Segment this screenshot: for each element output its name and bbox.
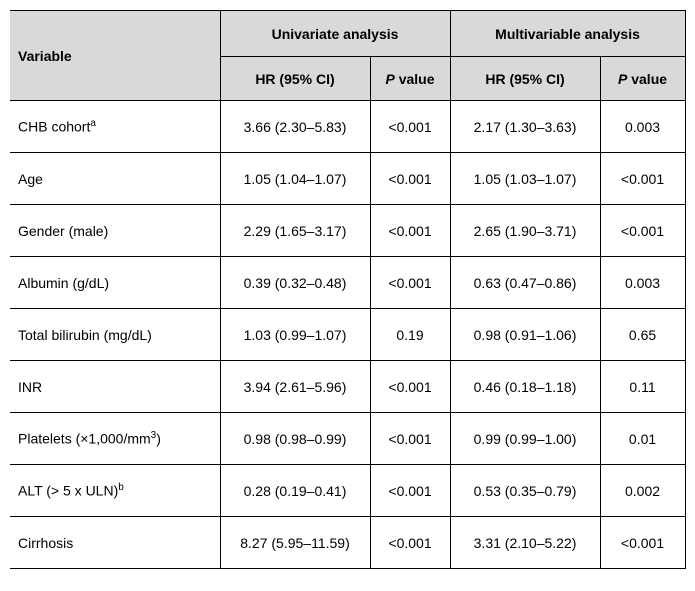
uni-p-cell: <0.001 [370, 465, 450, 517]
table-row: CHB cohorta3.66 (2.30–5.83)<0.0012.17 (1… [10, 101, 685, 153]
uni-hr-cell: 1.05 (1.04–1.07) [220, 153, 370, 205]
table-row: Albumin (g/dL)0.39 (0.32–0.48)<0.0010.63… [10, 257, 685, 309]
multi-p-cell: 0.003 [600, 101, 685, 153]
multi-p-cell: 0.003 [600, 257, 685, 309]
uni-p-cell: <0.001 [370, 413, 450, 465]
uni-hr-cell: 0.28 (0.19–0.41) [220, 465, 370, 517]
table-row: Gender (male)2.29 (1.65–3.17)<0.0012.65 … [10, 205, 685, 257]
variable-cell: Gender (male) [10, 205, 220, 257]
uni-hr-cell: 2.29 (1.65–3.17) [220, 205, 370, 257]
variable-cell: Cirrhosis [10, 517, 220, 569]
uni-hr-cell: 0.39 (0.32–0.48) [220, 257, 370, 309]
uni-p-cell: <0.001 [370, 153, 450, 205]
multi-p-cell: 0.11 [600, 361, 685, 413]
analysis-table: Variable Univariate analysis Multivariab… [10, 10, 686, 569]
multi-hr-cell: 0.98 (0.91–1.06) [450, 309, 600, 361]
table-row: Cirrhosis8.27 (5.95–11.59)<0.0013.31 (2.… [10, 517, 685, 569]
uni-p-cell: <0.001 [370, 517, 450, 569]
table-row: Platelets (×1,000/mm3)0.98 (0.98–0.99)<0… [10, 413, 685, 465]
col-header-uni-p: P value [370, 57, 450, 101]
multi-hr-cell: 0.99 (0.99–1.00) [450, 413, 600, 465]
uni-p-cell: 0.19 [370, 309, 450, 361]
multi-hr-cell: 1.05 (1.03–1.07) [450, 153, 600, 205]
multi-p-cell: 0.65 [600, 309, 685, 361]
uni-p-cell: <0.001 [370, 205, 450, 257]
uni-p-cell: <0.001 [370, 101, 450, 153]
multi-hr-cell: 2.65 (1.90–3.71) [450, 205, 600, 257]
variable-cell: ALT (> 5 x ULN)b [10, 465, 220, 517]
variable-cell: Albumin (g/dL) [10, 257, 220, 309]
table-row: INR3.94 (2.61–5.96)<0.0010.46 (0.18–1.18… [10, 361, 685, 413]
uni-hr-cell: 8.27 (5.95–11.59) [220, 517, 370, 569]
multi-hr-cell: 0.63 (0.47–0.86) [450, 257, 600, 309]
variable-cell: INR [10, 361, 220, 413]
col-header-uni-hr: HR (95% CI) [220, 57, 370, 101]
table-row: Age1.05 (1.04–1.07)<0.0011.05 (1.03–1.07… [10, 153, 685, 205]
variable-cell: CHB cohorta [10, 101, 220, 153]
multi-p-cell: 0.01 [600, 413, 685, 465]
uni-hr-cell: 0.98 (0.98–0.99) [220, 413, 370, 465]
uni-hr-cell: 3.94 (2.61–5.96) [220, 361, 370, 413]
table-row: ALT (> 5 x ULN)b0.28 (0.19–0.41)<0.0010.… [10, 465, 685, 517]
col-header-variable: Variable [10, 11, 220, 101]
multi-hr-cell: 3.31 (2.10–5.22) [450, 517, 600, 569]
multi-hr-cell: 2.17 (1.30–3.63) [450, 101, 600, 153]
uni-hr-cell: 3.66 (2.30–5.83) [220, 101, 370, 153]
col-header-univariate: Univariate analysis [220, 11, 450, 57]
multi-p-cell: <0.001 [600, 517, 685, 569]
multi-p-cell: 0.002 [600, 465, 685, 517]
col-header-multivariable: Multivariable analysis [450, 11, 685, 57]
table-row: Total bilirubin (mg/dL)1.03 (0.99–1.07)0… [10, 309, 685, 361]
variable-cell: Age [10, 153, 220, 205]
variable-cell: Platelets (×1,000/mm3) [10, 413, 220, 465]
header-row-1: Variable Univariate analysis Multivariab… [10, 11, 685, 57]
multi-p-cell: <0.001 [600, 153, 685, 205]
uni-p-cell: <0.001 [370, 257, 450, 309]
uni-p-cell: <0.001 [370, 361, 450, 413]
multi-hr-cell: 0.46 (0.18–1.18) [450, 361, 600, 413]
uni-hr-cell: 1.03 (0.99–1.07) [220, 309, 370, 361]
multi-hr-cell: 0.53 (0.35–0.79) [450, 465, 600, 517]
col-header-multi-p: P value [600, 57, 685, 101]
table-body: CHB cohorta3.66 (2.30–5.83)<0.0012.17 (1… [10, 101, 685, 569]
col-header-multi-hr: HR (95% CI) [450, 57, 600, 101]
multi-p-cell: <0.001 [600, 205, 685, 257]
variable-cell: Total bilirubin (mg/dL) [10, 309, 220, 361]
